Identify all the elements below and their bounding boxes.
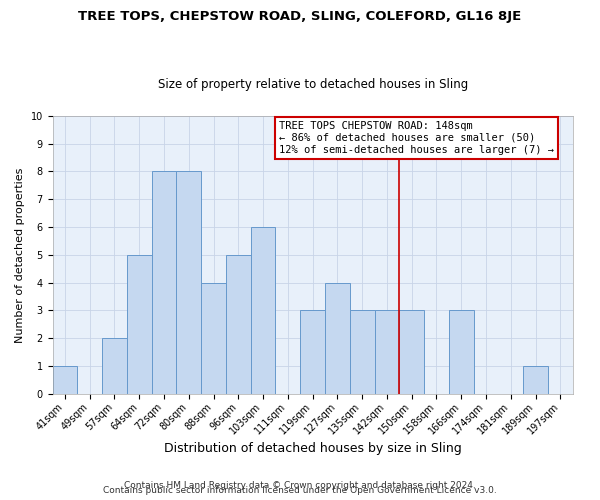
Bar bbox=[152, 172, 176, 394]
Text: TREE TOPS CHEPSTOW ROAD: 148sqm
← 86% of detached houses are smaller (50)
12% of: TREE TOPS CHEPSTOW ROAD: 148sqm ← 86% of… bbox=[279, 122, 554, 154]
X-axis label: Distribution of detached houses by size in Sling: Distribution of detached houses by size … bbox=[164, 442, 461, 455]
Bar bbox=[102, 338, 127, 394]
Bar bbox=[350, 310, 374, 394]
Bar bbox=[53, 366, 77, 394]
Bar bbox=[251, 227, 275, 394]
Bar bbox=[300, 310, 325, 394]
Y-axis label: Number of detached properties: Number of detached properties bbox=[15, 167, 25, 342]
Bar bbox=[325, 282, 350, 394]
Text: Contains public sector information licensed under the Open Government Licence v3: Contains public sector information licen… bbox=[103, 486, 497, 495]
Bar bbox=[226, 255, 251, 394]
Text: Contains HM Land Registry data © Crown copyright and database right 2024.: Contains HM Land Registry data © Crown c… bbox=[124, 481, 476, 490]
Bar bbox=[449, 310, 473, 394]
Bar bbox=[127, 255, 152, 394]
Text: TREE TOPS, CHEPSTOW ROAD, SLING, COLEFORD, GL16 8JE: TREE TOPS, CHEPSTOW ROAD, SLING, COLEFOR… bbox=[79, 10, 521, 23]
Bar bbox=[374, 310, 400, 394]
Title: Size of property relative to detached houses in Sling: Size of property relative to detached ho… bbox=[158, 78, 468, 91]
Bar bbox=[523, 366, 548, 394]
Bar bbox=[400, 310, 424, 394]
Bar bbox=[176, 172, 201, 394]
Bar bbox=[201, 282, 226, 394]
